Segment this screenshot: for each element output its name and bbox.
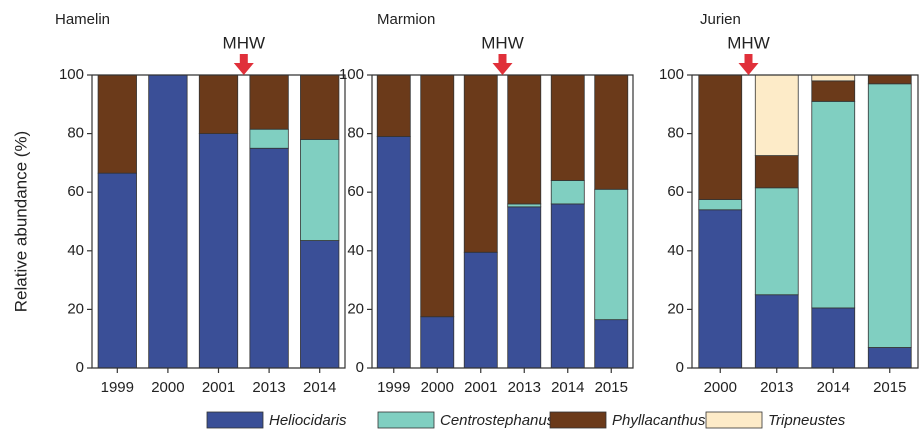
- axis-frame: [371, 74, 634, 369]
- y-tick-label: 20: [67, 300, 84, 317]
- x-tick-label: 1999: [377, 379, 410, 396]
- bar-segment: [754, 294, 799, 369]
- bar-segment: [811, 80, 856, 102]
- bar-segment: [463, 74, 498, 253]
- annotation: MHW: [223, 33, 265, 52]
- bar-segment: [867, 74, 912, 85]
- event-arrow: [738, 54, 759, 75]
- panel-title: Marmion: [377, 11, 435, 28]
- bar-segment: [376, 136, 411, 369]
- annotation: MHW: [727, 33, 769, 52]
- bar-segment: [550, 180, 585, 205]
- event-arrow: [233, 54, 254, 75]
- x-tick-label: 2014: [551, 379, 584, 396]
- bar-segment: [420, 74, 455, 318]
- bar-segment: [754, 155, 799, 189]
- legend-swatch: [377, 411, 435, 429]
- bar-segment: [198, 74, 239, 134]
- x-tick-label: 2014: [303, 379, 336, 396]
- annotation: MHW: [481, 33, 523, 52]
- x-tick-label: 2013: [252, 379, 285, 396]
- panel-title: Jurien: [700, 11, 741, 28]
- bar-segment: [507, 206, 542, 369]
- y-tick-label: 80: [347, 125, 364, 142]
- bar-segment: [550, 74, 585, 181]
- legend-swatch: [206, 411, 264, 429]
- y-tick-label: 40: [67, 242, 84, 259]
- bar-segment: [754, 187, 799, 296]
- x-tick-label: 2013: [508, 379, 541, 396]
- bar-segment: [698, 209, 743, 369]
- legend-label: Heliocidaris: [269, 412, 347, 429]
- x-tick-label: 2014: [817, 379, 850, 396]
- bar-segment: [811, 307, 856, 369]
- axis-frame: [91, 74, 346, 369]
- bar-segment: [300, 139, 340, 241]
- bar-segment: [300, 74, 340, 140]
- bar-segment: [811, 100, 856, 309]
- bar-segment: [594, 188, 629, 321]
- y-tick-label: 0: [76, 359, 84, 376]
- y-tick-label: 40: [347, 242, 364, 259]
- y-tick-label: 0: [676, 359, 684, 376]
- y-tick-label: 60: [667, 183, 684, 200]
- bar-segment: [811, 74, 856, 82]
- y-tick-label: 100: [59, 66, 84, 83]
- bar-segment: [698, 199, 743, 211]
- axis-frame: [691, 74, 919, 369]
- bar-segment: [867, 83, 912, 348]
- y-tick-label: 60: [347, 183, 364, 200]
- y-tick-label: 20: [667, 300, 684, 317]
- y-tick-label: 40: [667, 242, 684, 259]
- y-axis-label: Relative abundance (%): [11, 131, 30, 312]
- bar-segment: [463, 251, 498, 369]
- bar-segment: [249, 147, 289, 369]
- bar-segment: [249, 74, 289, 130]
- x-tick-label: 2000: [704, 379, 737, 396]
- bar-segment: [507, 74, 542, 205]
- x-tick-label: 2015: [595, 379, 628, 396]
- bar-segment: [376, 74, 411, 137]
- bar-segment: [867, 347, 912, 369]
- bar-segment: [507, 203, 542, 208]
- bar-segment: [594, 74, 629, 190]
- y-tick-label: 80: [667, 125, 684, 142]
- bar-segment: [594, 319, 629, 369]
- y-tick-label: 20: [347, 300, 364, 317]
- legend-label: Phyllacanthus: [612, 412, 706, 429]
- legend-swatch: [705, 411, 763, 429]
- bar-segment: [249, 128, 289, 149]
- x-tick-label: 2001: [202, 379, 235, 396]
- bar-segment: [148, 74, 188, 369]
- x-tick-label: 2000: [151, 379, 184, 396]
- x-tick-label: 1999: [101, 379, 134, 396]
- legend-label: Tripneustes: [768, 412, 846, 429]
- y-tick-label: 80: [67, 125, 84, 142]
- x-tick-label: 2000: [421, 379, 454, 396]
- y-tick-label: 100: [659, 66, 684, 83]
- y-tick-label: 100: [339, 66, 364, 83]
- x-tick-label: 2001: [464, 379, 497, 396]
- panel-title: Hamelin: [55, 11, 110, 28]
- legend-swatch: [549, 411, 607, 429]
- bar-segment: [97, 74, 137, 174]
- legend-label: Centrostephanus: [440, 412, 555, 429]
- x-tick-label: 2013: [760, 379, 793, 396]
- bar-segment: [550, 203, 585, 369]
- bar-segment: [698, 74, 743, 200]
- x-tick-label: 2015: [873, 379, 906, 396]
- y-tick-label: 60: [67, 183, 84, 200]
- bar-segment: [420, 316, 455, 369]
- bar-segment: [300, 240, 340, 369]
- y-tick-label: 0: [356, 359, 364, 376]
- bar-segment: [97, 172, 137, 369]
- event-arrow: [492, 54, 513, 75]
- bar-segment: [198, 133, 239, 369]
- bar-segment: [754, 74, 799, 156]
